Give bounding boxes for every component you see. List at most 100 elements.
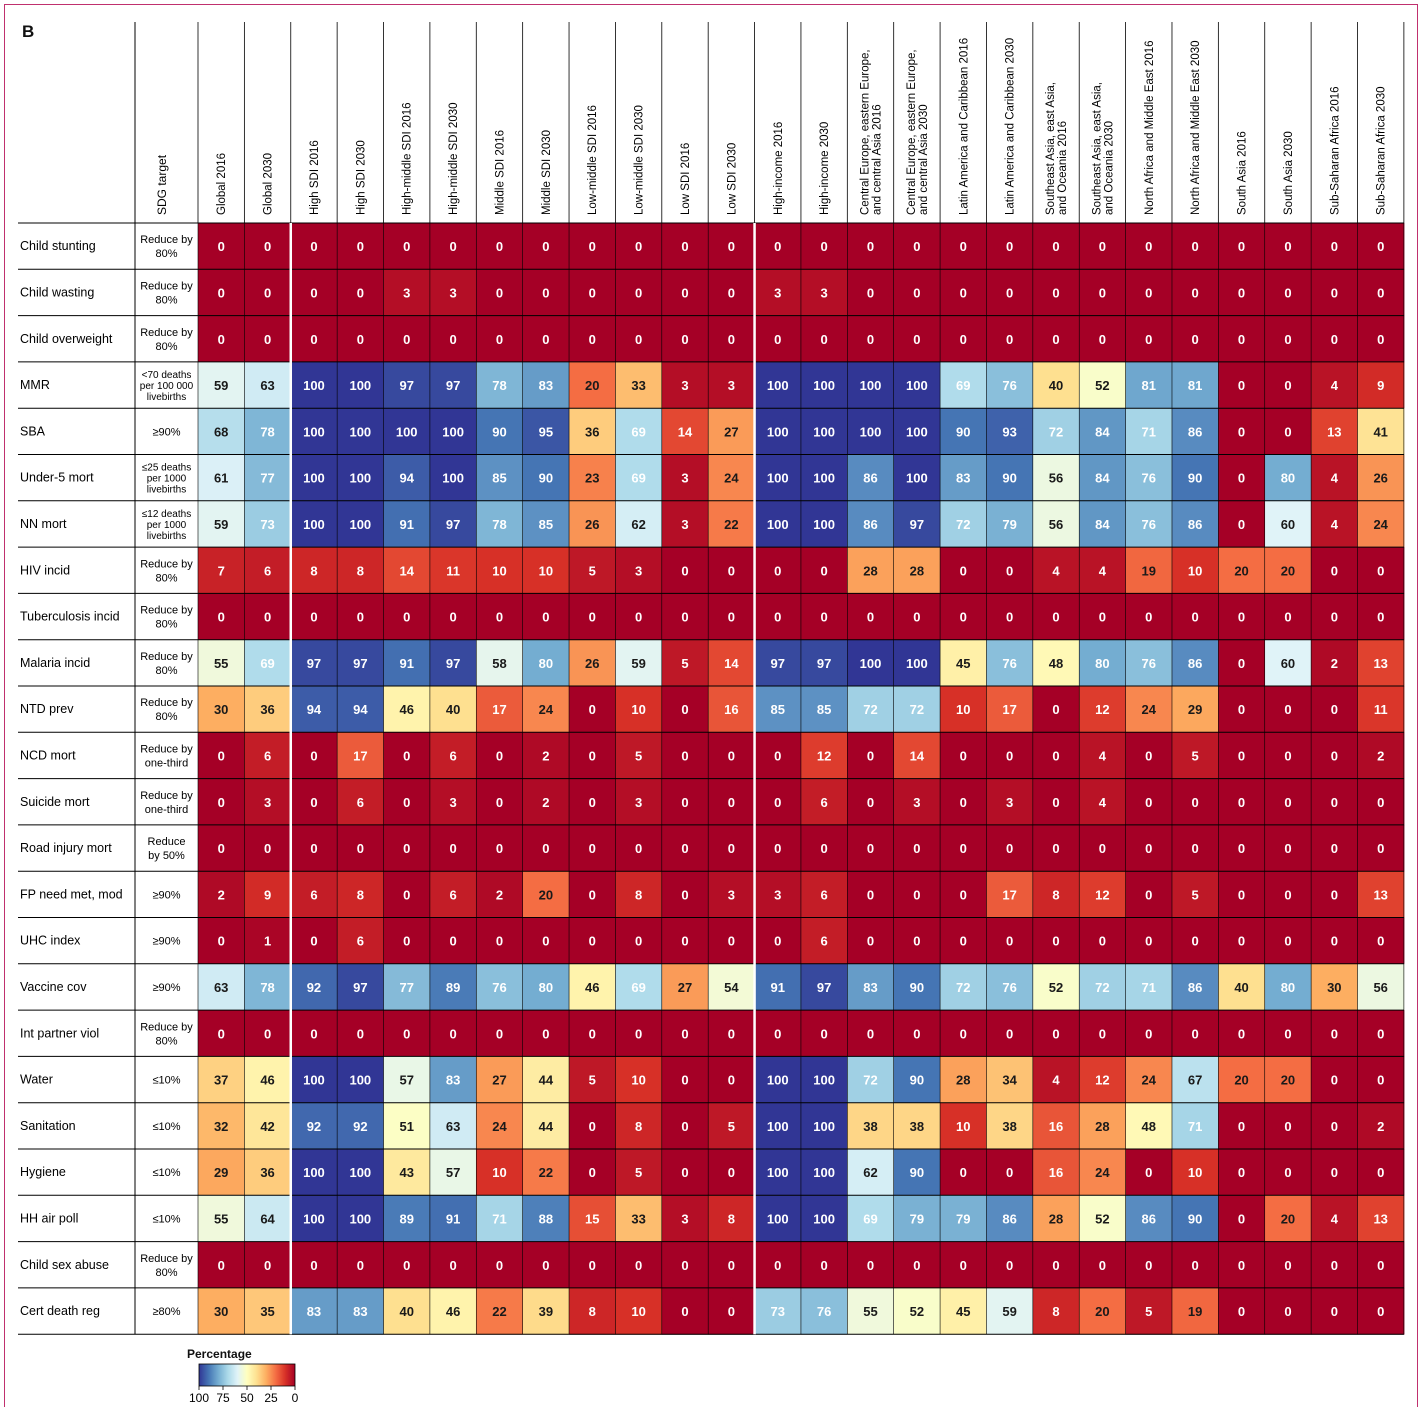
heatmap-cell — [1357, 223, 1405, 270]
cell-value: 56 — [1049, 517, 1063, 532]
heatmap-cell — [847, 1056, 895, 1104]
heatmap-cell — [754, 408, 802, 455]
heatmap-cell — [1218, 223, 1266, 270]
cell-value: 48 — [1142, 1119, 1156, 1134]
heatmap-cell — [1125, 1102, 1173, 1150]
heatmap-cell — [1311, 361, 1358, 409]
cell-value: 0 — [1284, 332, 1291, 347]
heatmap-cell — [754, 315, 802, 363]
cell-value: 88 — [539, 1211, 553, 1226]
heatmap-cell — [337, 269, 385, 317]
heatmap-cell — [661, 454, 709, 502]
heatmap-cell — [893, 223, 941, 270]
heatmap-cell — [1218, 1102, 1266, 1150]
heatmap-cell — [1171, 223, 1219, 270]
heatmap-cell — [1125, 1056, 1173, 1104]
cell-value: 20 — [1281, 563, 1295, 578]
cell-value: 12 — [1095, 1073, 1109, 1088]
heatmap-cell — [986, 963, 1034, 1011]
cell-value: 85 — [539, 517, 553, 532]
heatmap-cell — [800, 315, 848, 363]
cell-value: 0 — [1006, 239, 1013, 254]
heatmap-cell — [522, 871, 570, 918]
cell-value: 16 — [1049, 1119, 1063, 1134]
heatmap-cell — [661, 547, 709, 594]
cell-value: 28 — [910, 563, 924, 578]
cell-value: 0 — [1052, 1258, 1059, 1273]
heatmap-cell — [290, 1102, 338, 1150]
target-label: Reduce by 80% — [140, 280, 193, 306]
heatmap-cell — [940, 1287, 987, 1335]
heatmap-cell — [1032, 408, 1080, 455]
cell-value: 55 — [863, 1304, 877, 1319]
cell-value: 100 — [813, 378, 835, 393]
target-label: Reduce by 80% — [140, 327, 193, 353]
column-header: Low SDI 2030 — [726, 143, 738, 215]
cell-value: 0 — [1331, 841, 1338, 856]
cell-value: 0 — [403, 239, 410, 254]
cell-value: 0 — [218, 332, 225, 347]
cell-value: 0 — [821, 239, 828, 254]
target-label: Reduce by 80% — [140, 1021, 193, 1047]
heatmap-cell — [476, 1195, 524, 1243]
cell-value: 3 — [774, 285, 781, 300]
cell-value: 0 — [542, 1026, 549, 1041]
heatmap-cell — [522, 1056, 570, 1104]
cell-value: 0 — [1284, 1026, 1291, 1041]
cell-value: 30 — [214, 1304, 228, 1319]
heatmap-cell — [986, 1287, 1034, 1335]
heatmap-cell — [800, 547, 848, 594]
cell-value: 0 — [1238, 1304, 1245, 1319]
heatmap-cell — [429, 1287, 477, 1335]
cell-value: 16 — [724, 702, 738, 717]
heatmap-cell — [337, 1102, 385, 1150]
cell-value: 10 — [631, 702, 645, 717]
cell-value: 0 — [960, 887, 967, 902]
cell-value: 0 — [310, 239, 317, 254]
cell-value: 7 — [218, 563, 225, 578]
cell-value: 0 — [403, 795, 410, 810]
heatmap-cell — [1125, 824, 1173, 872]
column-header: Southeast Asia, east Asia,and Oceania 20… — [1091, 82, 1115, 215]
heatmap-cell — [615, 1056, 663, 1104]
cell-value: 90 — [910, 1165, 924, 1180]
heatmap-cell — [800, 454, 848, 502]
cell-value: 0 — [960, 795, 967, 810]
cell-value: 0 — [960, 934, 967, 949]
cell-value: 0 — [542, 841, 549, 856]
heatmap-cell — [1032, 917, 1080, 965]
heatmap-cell — [569, 639, 616, 687]
heatmap-cell — [986, 315, 1034, 363]
cell-value: 0 — [1099, 1026, 1106, 1041]
column-header: North Africa and Middle East 2016 — [1144, 40, 1156, 215]
heatmap-cell — [1032, 1195, 1080, 1243]
heatmap-cell — [1171, 963, 1219, 1011]
cell-value: 0 — [542, 332, 549, 347]
heatmap-cell — [1125, 1241, 1173, 1289]
heatmap-cell — [1311, 963, 1358, 1011]
cell-value: 97 — [399, 378, 413, 393]
cell-value: 0 — [960, 563, 967, 578]
cell-value: 0 — [728, 332, 735, 347]
cell-value: 0 — [1284, 1165, 1291, 1180]
heatmap-cell — [476, 686, 524, 733]
row-label: Malaria incid — [20, 656, 90, 670]
cell-value: 83 — [353, 1304, 367, 1319]
cell-value: 29 — [214, 1165, 228, 1180]
cell-value: 90 — [492, 424, 506, 439]
heatmap-cell — [569, 732, 616, 780]
cell-value: 0 — [1192, 332, 1199, 347]
target-label: ≤10% — [152, 1075, 180, 1087]
heatmap-cell — [661, 686, 709, 733]
heatmap-cell — [1311, 547, 1358, 594]
heatmap-cell — [1125, 223, 1173, 270]
legend-tick-label: 50 — [240, 1391, 254, 1405]
heatmap-cell — [1125, 778, 1173, 826]
heatmap-cell — [1032, 639, 1080, 687]
cell-value: 84 — [1095, 424, 1110, 439]
heatmap-cell — [198, 639, 245, 687]
cell-value: 45 — [956, 1304, 970, 1319]
heatmap-cell — [522, 963, 570, 1011]
heatmap-cell — [1218, 732, 1266, 780]
cell-value: 52 — [1049, 980, 1063, 995]
